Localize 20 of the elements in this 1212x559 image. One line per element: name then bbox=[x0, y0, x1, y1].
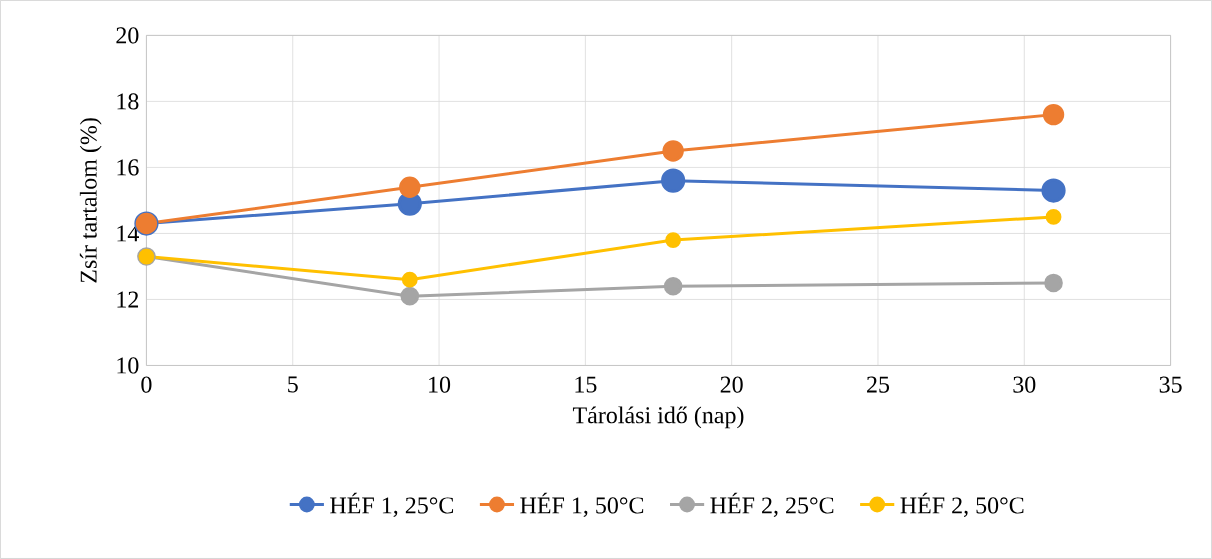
legend-label: HÉF 2, 25°C bbox=[710, 492, 834, 518]
x-tick-label: 0 bbox=[141, 376, 152, 393]
y-tick-label: 10 bbox=[117, 357, 139, 374]
x-tick-label: 20 bbox=[720, 376, 743, 393]
x-tick-label: 35 bbox=[1159, 376, 1182, 393]
x-tick-label: 5 bbox=[288, 376, 298, 393]
x-tick-label: 10 bbox=[429, 376, 451, 393]
y-tick-label: 16 bbox=[117, 159, 139, 176]
x-axis-title: Tárolási idő (nap) bbox=[572, 406, 744, 429]
y-tick-label: 18 bbox=[117, 93, 139, 110]
y-axis-title: Zsír tartalom (%) bbox=[79, 118, 102, 283]
y-tick-label: 20 bbox=[116, 27, 139, 44]
legend-label: HÉF 1, 25°C bbox=[330, 492, 454, 518]
legend-label: HÉF 1, 50°C bbox=[520, 492, 644, 518]
y-tick-label: 12 bbox=[117, 291, 139, 308]
x-tick-label: 25 bbox=[867, 376, 890, 393]
legend-label: HÉF 2, 50°C bbox=[900, 492, 1024, 518]
x-tick-label: 15 bbox=[575, 376, 597, 393]
x-tick-label: 30 bbox=[1013, 376, 1036, 393]
y-tick-label: 14 bbox=[117, 225, 139, 242]
